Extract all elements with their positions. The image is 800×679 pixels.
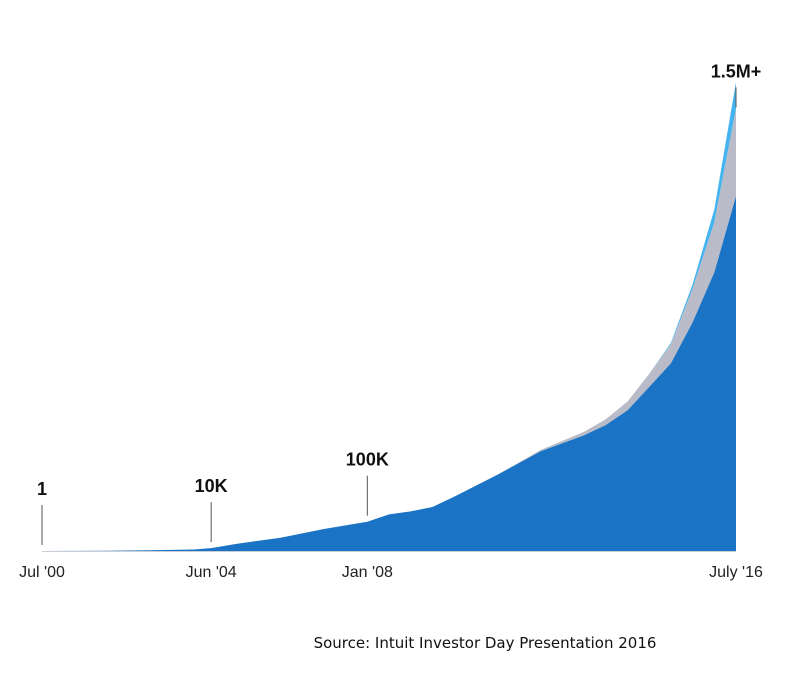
x-tick-label: Jan '08: [342, 564, 393, 581]
area-series-1: [42, 196, 736, 552]
annotation-label: 10K: [195, 476, 228, 496]
x-tick-label: Jun '04: [186, 564, 237, 581]
source-caption: Source: Intuit Investor Day Presentation…: [313, 634, 657, 652]
x-tick-labels: Jul '00 Jun '04 Jan '08 July '16: [19, 564, 763, 581]
annotations: 1 10K 100K 1.5M+: [37, 61, 761, 545]
x-tick-label: Jul '00: [19, 564, 65, 581]
annotation-label: 1: [37, 479, 47, 499]
area-series-group: [42, 82, 736, 552]
annotation-label: 100K: [346, 450, 389, 470]
annotation-label: 1.5M+: [711, 61, 762, 81]
x-tick-label: July '16: [709, 564, 763, 581]
